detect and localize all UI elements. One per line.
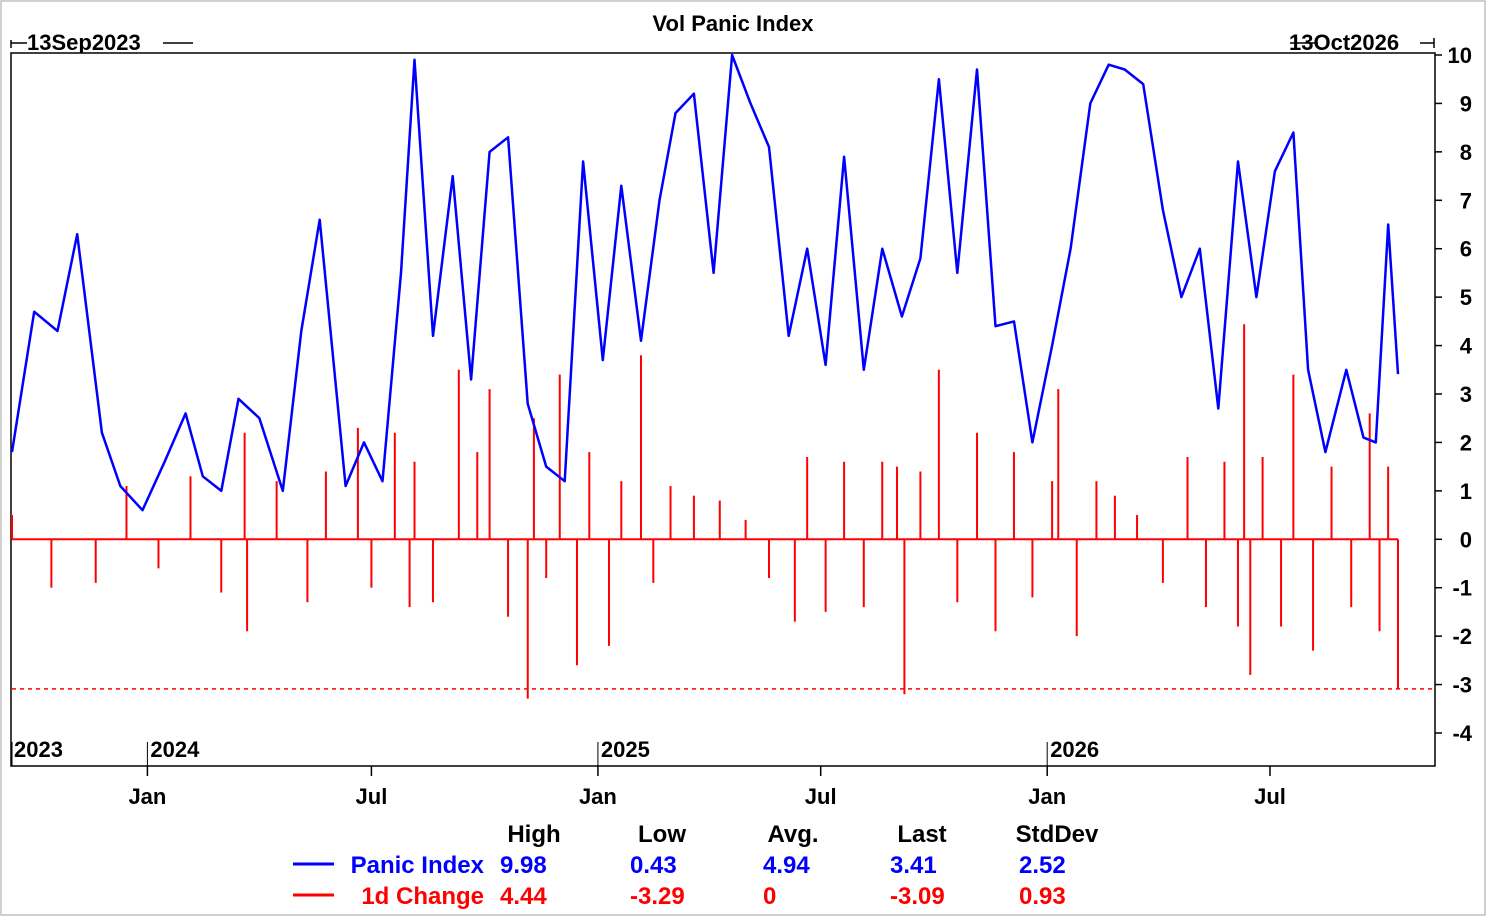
x-axis: Jan Jul Jan Jul Jan Jul 2023 2024 2025 2026 (11, 737, 1286, 809)
y-tick-label: 9 (1460, 91, 1472, 116)
y-tick-label: 6 (1460, 237, 1472, 262)
stats-value: 0 (763, 883, 776, 910)
y-tick-label: -3 (1452, 673, 1472, 698)
start-date-label: 13Sep2023 (27, 30, 141, 55)
y-tick-label: 7 (1460, 188, 1472, 213)
stats-value: 3.41 (890, 852, 937, 879)
year-label: 2026 (1050, 737, 1099, 762)
y-tick-label: 8 (1460, 140, 1472, 165)
stats-value: 4.44 (500, 883, 547, 910)
stats-header: StdDev (1016, 821, 1099, 848)
y-tick-label: -4 (1452, 721, 1472, 746)
x-tick-label: Jul (356, 784, 388, 809)
stats-value: 4.94 (763, 852, 810, 879)
x-tick-label: Jul (805, 784, 837, 809)
panic-index-line (10, 53, 1400, 512)
y-tick-label: 4 (1460, 334, 1473, 359)
chart-title: Vol Panic Index (653, 11, 815, 36)
year-label: 2024 (150, 737, 200, 762)
x-tick-label: Jan (1028, 784, 1066, 809)
y-tick-label: 3 (1460, 382, 1472, 407)
y-tick-label: -2 (1452, 624, 1472, 649)
x-tick-label: Jul (1254, 784, 1286, 809)
stats-header: Last (897, 821, 946, 848)
stats-table: High Low Avg. Last StdDev Panic Index 9.98 0.43… (293, 821, 1099, 910)
year-label: 2023 (14, 737, 63, 762)
year-label: 2025 (601, 737, 650, 762)
y-tick-label: 1 (1460, 479, 1472, 504)
y-tick-label: 0 (1460, 527, 1472, 552)
y-tick-label: -1 (1452, 576, 1472, 601)
y-tick-label: 10 (1448, 43, 1472, 68)
stats-header: Low (638, 821, 686, 848)
y-tick-label: 2 (1460, 430, 1472, 455)
stats-value: 0.43 (630, 852, 677, 879)
stats-value: -3.09 (890, 883, 945, 910)
stats-value: -3.29 (630, 883, 685, 910)
stats-header: High (507, 821, 560, 848)
stats-value: 0.93 (1019, 883, 1066, 910)
legend-label: Panic Index (351, 852, 485, 879)
stats-value: 9.98 (500, 852, 547, 879)
y-tick-label: 5 (1460, 285, 1472, 310)
end-date-label: 13Oct2026 (1289, 30, 1399, 55)
series-panic-index (10, 53, 1400, 512)
x-tick-label: Jan (579, 784, 617, 809)
series-1d-change (11, 324, 1399, 699)
x-tick-label: Jan (128, 784, 166, 809)
stats-value: 2.52 (1019, 852, 1066, 879)
stats-header: Avg. (767, 821, 818, 848)
legend-label: 1d Change (361, 883, 484, 910)
